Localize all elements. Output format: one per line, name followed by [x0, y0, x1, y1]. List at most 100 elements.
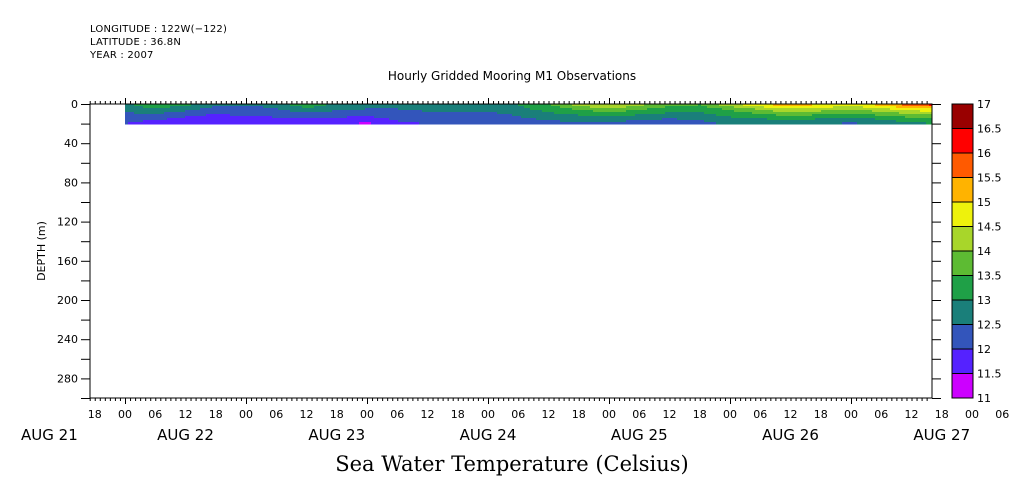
- heatmap-cell: [923, 116, 927, 119]
- heatmap-cell: [845, 110, 849, 113]
- heatmap-cell: [305, 118, 309, 121]
- heatmap-cell: [149, 114, 153, 117]
- heatmap-cell: [152, 116, 156, 119]
- heatmap-cell: [212, 110, 216, 113]
- heatmap-cell: [713, 106, 717, 109]
- heatmap-cell: [671, 104, 675, 107]
- heatmap-cell: [779, 114, 783, 117]
- heatmap-cell: [326, 112, 330, 115]
- heatmap-cell: [782, 108, 786, 111]
- heatmap-cell: [326, 118, 330, 121]
- heatmap-cell: [458, 106, 462, 109]
- heatmap-cell: [161, 106, 165, 109]
- heatmap-cell: [341, 106, 345, 109]
- heatmap-cell: [494, 120, 498, 123]
- heatmap-cell: [854, 116, 858, 119]
- heatmap-cell: [584, 106, 588, 109]
- heatmap-cell: [482, 116, 486, 119]
- heatmap-cell: [641, 108, 645, 111]
- heatmap-cell: [488, 110, 492, 113]
- heatmap-cell: [878, 114, 882, 117]
- heatmap-cell: [539, 122, 543, 125]
- heatmap-cell: [821, 118, 825, 121]
- heatmap-cell: [536, 120, 540, 123]
- heatmap-cell: [800, 120, 804, 123]
- heatmap-cell: [464, 110, 468, 113]
- heatmap-cell: [500, 120, 504, 123]
- heatmap-cell: [308, 112, 312, 115]
- heatmap-cell: [146, 114, 150, 117]
- heatmap-cell: [419, 114, 423, 117]
- heatmap-cell: [929, 104, 933, 107]
- heatmap-cell: [809, 108, 813, 111]
- heatmap-cell: [758, 122, 762, 125]
- heatmap-cell: [638, 114, 642, 117]
- heatmap-cell: [728, 114, 732, 117]
- heatmap-cell: [284, 116, 288, 119]
- heatmap-cell: [386, 104, 390, 107]
- heatmap-cell: [695, 118, 699, 121]
- heatmap-cell: [857, 122, 861, 125]
- heatmap-cell: [749, 122, 753, 125]
- heatmap-cell: [395, 104, 399, 107]
- heatmap-cell: [431, 110, 435, 113]
- x-hour-tick-label: 12: [905, 408, 919, 421]
- heatmap-cell: [509, 120, 513, 123]
- heatmap-cell: [734, 122, 738, 125]
- heatmap-cell: [221, 104, 225, 107]
- heatmap-cell: [614, 116, 618, 119]
- heatmap-cell: [680, 120, 684, 123]
- heatmap-cell: [662, 120, 666, 123]
- colorbar-label: 14: [977, 245, 991, 258]
- heatmap-cell: [272, 106, 276, 109]
- heatmap-cell: [881, 122, 885, 125]
- colorbar-label: 16: [977, 147, 991, 160]
- heatmap-cell: [671, 106, 675, 109]
- heatmap-cell: [149, 104, 153, 107]
- heatmap-cell: [515, 104, 519, 107]
- heatmap-cell: [740, 112, 744, 115]
- heatmap-cell: [272, 108, 276, 111]
- heatmap-cell: [890, 108, 894, 111]
- heatmap-cell: [194, 110, 198, 113]
- heatmap-cell: [287, 122, 291, 125]
- heatmap-cell: [671, 120, 675, 123]
- heatmap-cell: [140, 106, 144, 109]
- heatmap-cell: [737, 118, 741, 121]
- heatmap-cell: [185, 118, 189, 121]
- heatmap-cell: [662, 108, 666, 111]
- x-hour-tick-label: 06: [269, 408, 283, 421]
- heatmap-cell: [770, 110, 774, 113]
- heatmap-cell: [635, 120, 639, 123]
- heatmap-cell: [647, 118, 651, 121]
- heatmap-cell: [869, 114, 873, 117]
- heatmap-cell: [662, 112, 666, 115]
- heatmap-cell: [779, 120, 783, 123]
- heatmap-cell: [347, 118, 351, 121]
- heatmap-cell: [131, 116, 135, 119]
- heatmap-cell: [473, 108, 477, 111]
- heatmap-cell: [926, 110, 930, 113]
- heatmap-cell: [209, 116, 213, 119]
- heatmap-cell: [761, 110, 765, 113]
- heatmap-cell: [302, 122, 306, 125]
- heatmap-cell: [395, 118, 399, 121]
- heatmap-cell: [767, 122, 771, 125]
- heatmap-cell: [251, 108, 255, 111]
- heatmap-cell: [833, 104, 837, 107]
- heatmap-cell: [182, 116, 186, 119]
- heatmap-cell: [425, 106, 429, 109]
- heatmap-cell: [128, 112, 132, 115]
- heatmap-cell: [488, 118, 492, 121]
- heatmap-cell: [449, 104, 453, 107]
- heatmap-cell: [467, 110, 471, 113]
- heatmap-cell: [923, 120, 927, 123]
- heatmap-cell: [464, 112, 468, 115]
- heatmap-cell: [176, 110, 180, 113]
- heatmap-cell: [206, 112, 210, 115]
- heatmap-cell: [611, 116, 615, 119]
- heatmap-cell: [710, 118, 714, 121]
- heatmap-cell: [887, 116, 891, 119]
- heatmap-cell: [305, 108, 309, 111]
- heatmap-cell: [161, 120, 165, 123]
